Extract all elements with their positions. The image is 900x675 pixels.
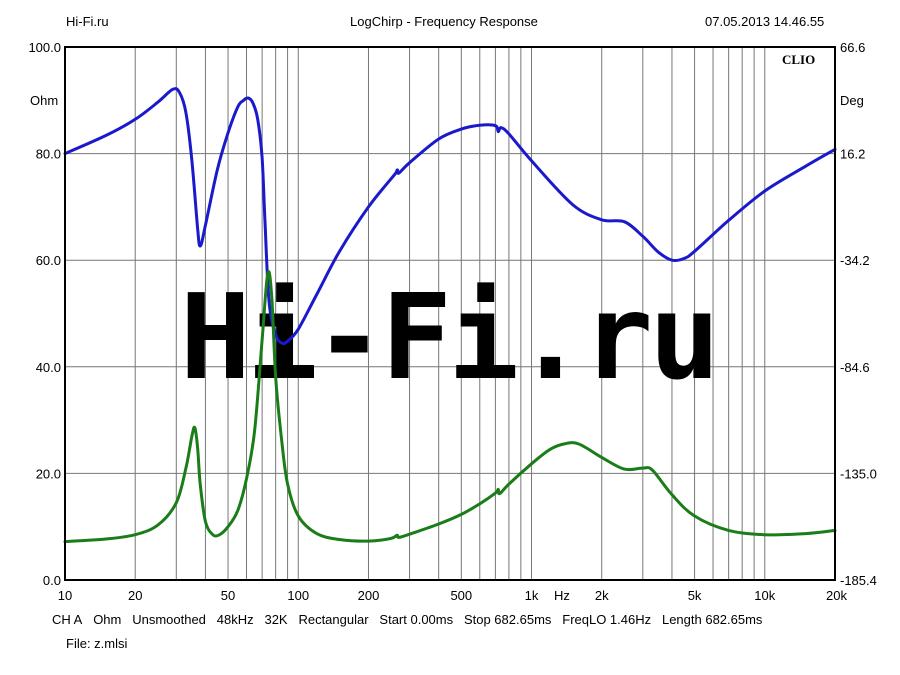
header-datetime: 07.05.2013 14.46.55 (705, 14, 825, 29)
x-tick-label: 10k (754, 588, 775, 603)
param-stop: Stop 682.65ms (463, 612, 552, 627)
axis-labels: 100.0 80.0 60.0 40.0 20.0 0.0 Ohm 66.6 16.2 -34.2… (28, 40, 876, 603)
param-size: 32K (264, 612, 288, 627)
y-left-tick-label: 40.0 (36, 360, 61, 375)
x-tick-label: 2k (595, 588, 609, 603)
clio-logo: CLIO (782, 52, 815, 67)
x-tick-label: 100 (287, 588, 309, 603)
param-unit: Ohm (93, 612, 122, 627)
header-title: LogChirp - Frequency Response (350, 14, 538, 29)
header-left: Hi-Fi.ru (66, 14, 109, 29)
param-length: Length 682.65ms (661, 612, 763, 627)
y-left-tick-label: 100.0 (28, 40, 61, 55)
x-tick-label: 200 (358, 588, 380, 603)
param-start: Start 0.00ms (379, 612, 454, 627)
phase-curve-line (63, 87, 837, 346)
x-axis-unit: Hz (554, 588, 570, 603)
y-right-tick-label: 66.6 (840, 40, 865, 55)
measurement-params: CH A Ohm Unsmoothed 48kHz 32K Rectangula… (52, 612, 762, 627)
x-tick-label: 10 (58, 588, 72, 603)
plot-frame (64, 46, 836, 581)
file-name: File: z.mlsi (66, 636, 128, 651)
y-right-tick-label: -34.2 (840, 253, 870, 268)
y-right-axis-unit: Deg (840, 93, 864, 108)
y-left-tick-label: 60.0 (36, 253, 61, 268)
chart-grid (65, 47, 835, 580)
param-channel: CH A (52, 612, 83, 627)
watermark: Hi-Fi.ru (180, 268, 720, 406)
y-left-axis-unit: Ohm (30, 93, 58, 108)
y-left-tick-label: 20.0 (36, 466, 61, 481)
x-tick-label: 1k (525, 588, 539, 603)
param-smoothing: Unsmoothed (132, 612, 206, 627)
y-right-tick-label: 16.2 (840, 147, 865, 162)
y-right-tick-label: -185.4 (840, 573, 877, 588)
x-tick-label: 500 (450, 588, 472, 603)
param-window: Rectangular (298, 612, 369, 627)
param-freqlo: FreqLO 1.46Hz (562, 612, 652, 627)
watermark-text: Hi-Fi.ru (180, 268, 716, 406)
y-left-tick-label: 0.0 (43, 573, 61, 588)
y-left-tick-label: 80.0 (36, 147, 61, 162)
y-right-tick-label: -135.0 (840, 466, 877, 481)
x-tick-label: 20 (128, 588, 142, 603)
y-right-tick-label: -84.6 (840, 360, 870, 375)
x-tick-label: 50 (221, 588, 235, 603)
plot-series (63, 87, 837, 544)
x-tick-label: 20k (826, 588, 847, 603)
impedance-curve-line (63, 270, 837, 544)
x-tick-label: 5k (688, 588, 702, 603)
param-samplerate: 48kHz (216, 612, 254, 627)
